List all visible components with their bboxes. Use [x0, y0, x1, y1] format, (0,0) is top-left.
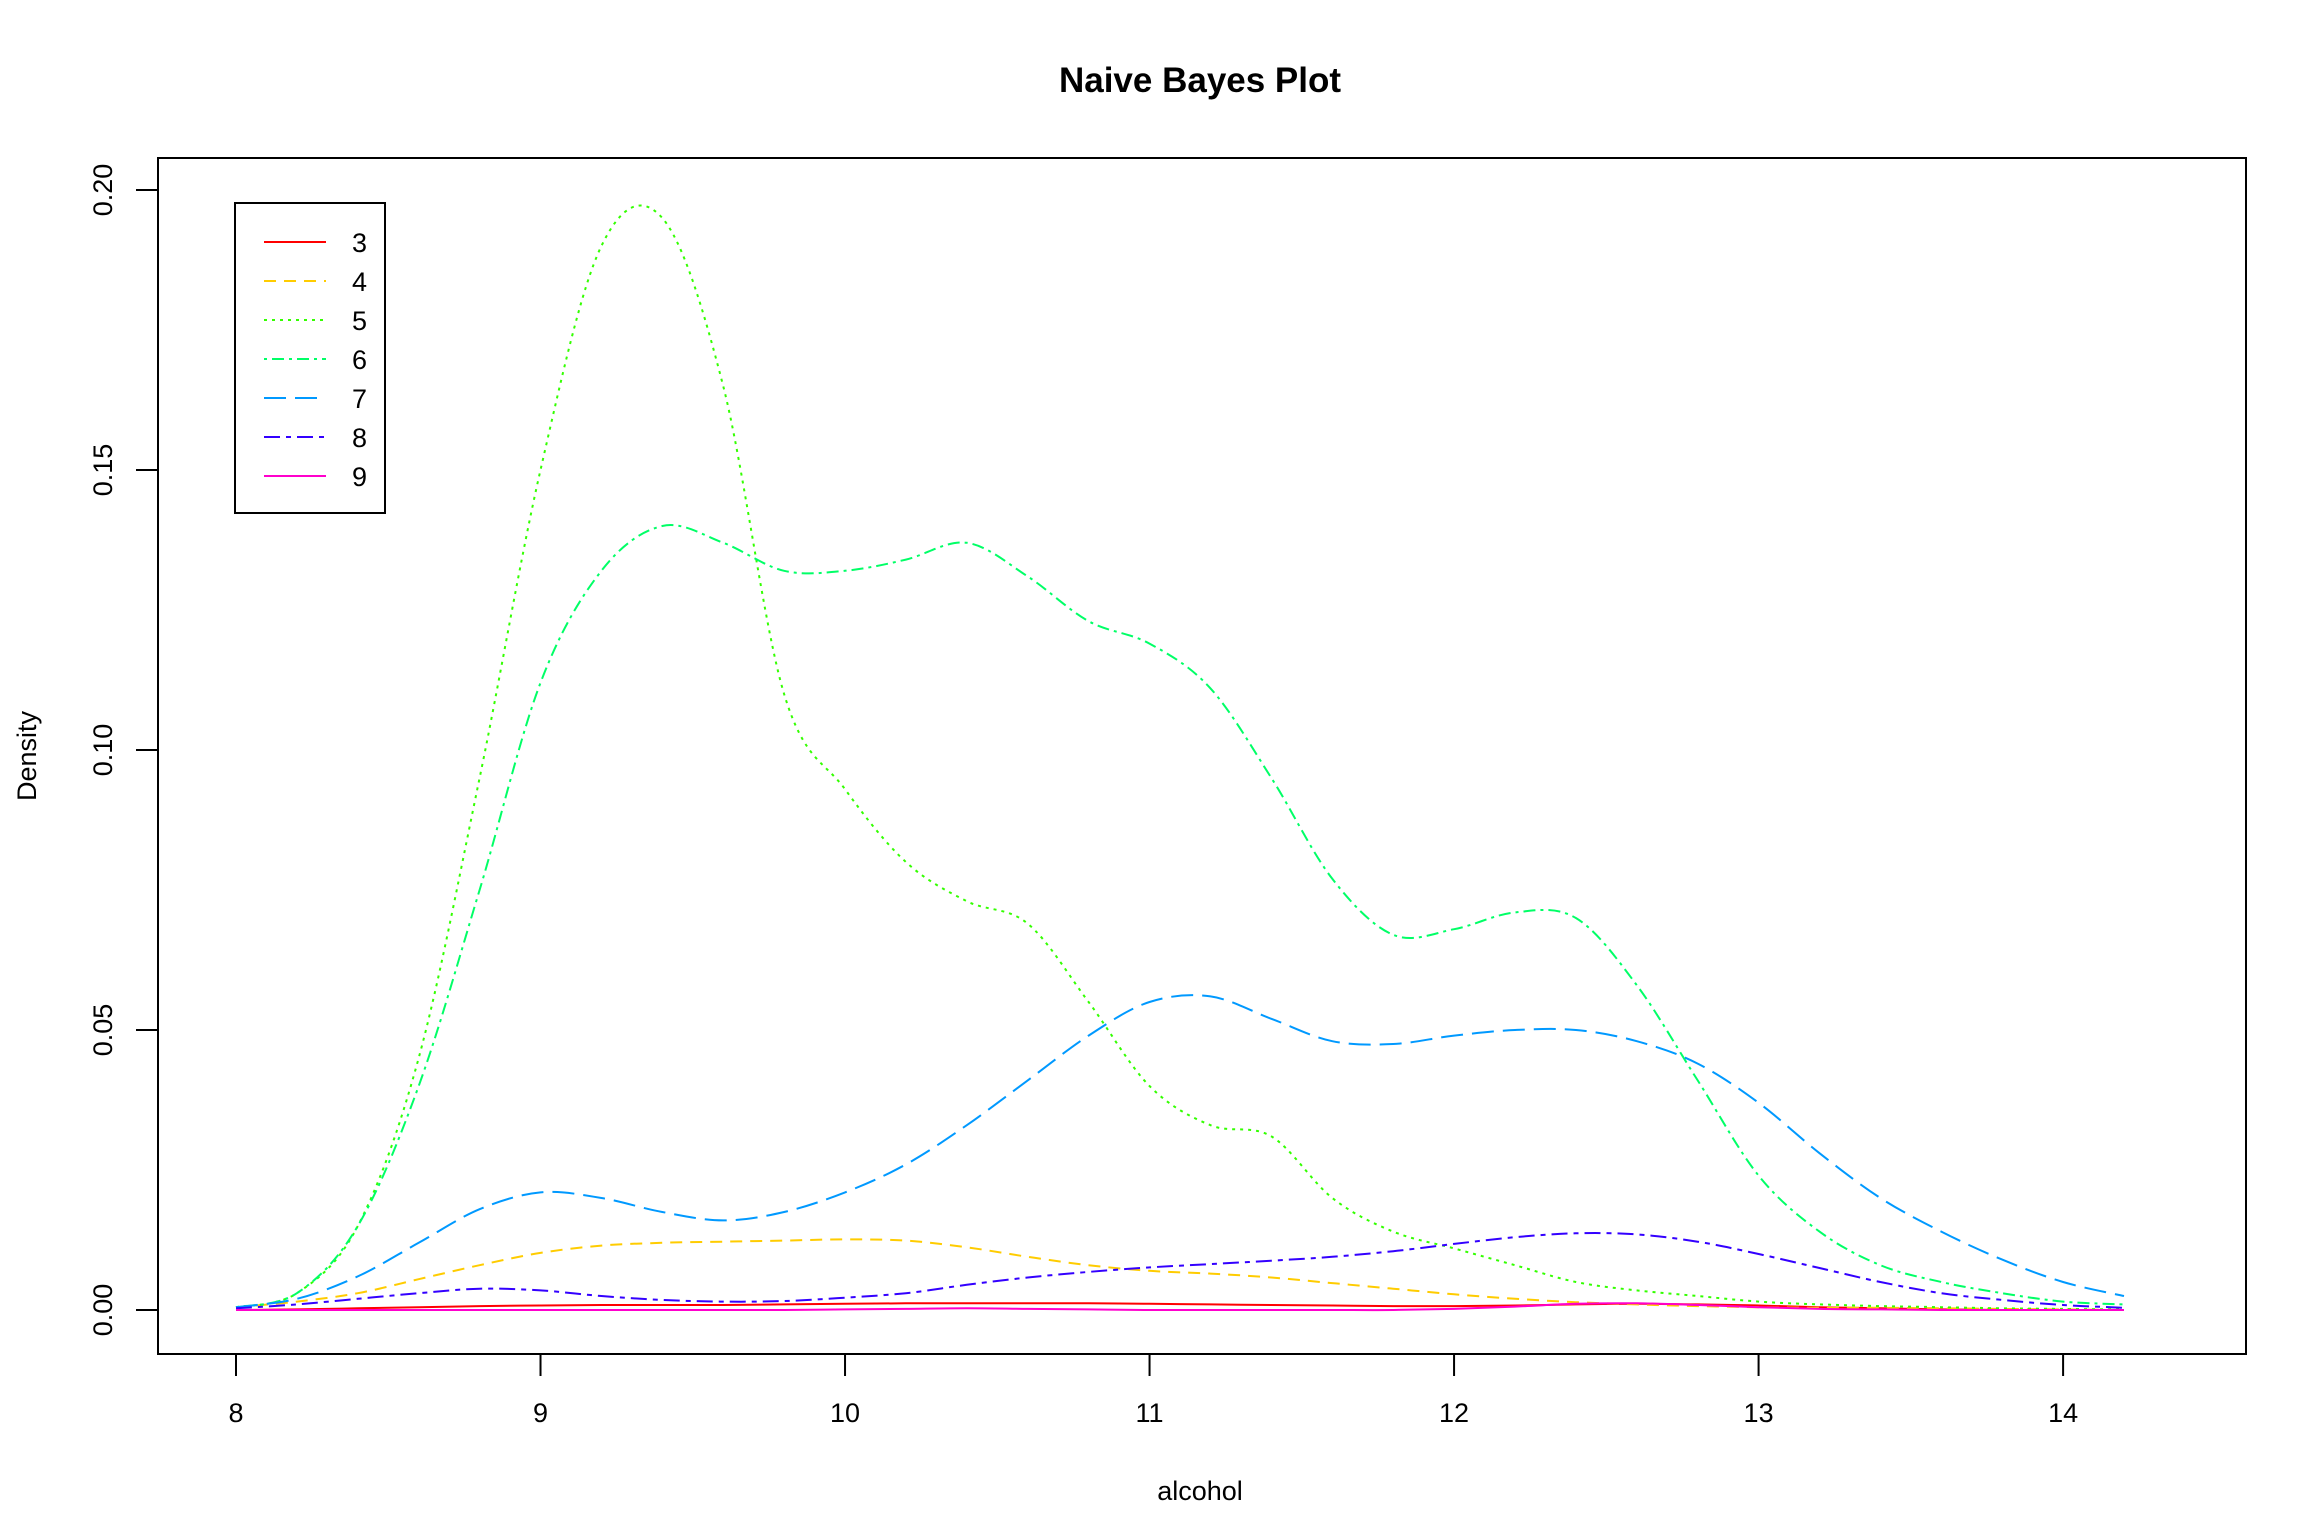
- legend-label-4: 4: [352, 267, 367, 297]
- legend-label-8: 8: [352, 423, 367, 453]
- y-axis-title: Density: [12, 710, 42, 801]
- series-line-4: [235, 1238, 2125, 1311]
- y-tick-label: 0.05: [88, 1004, 118, 1057]
- y-axis: 0.00 0.05 0.10 0.15 0.20: [88, 164, 159, 1337]
- series-line-8: [235, 1232, 2125, 1310]
- series-line-9: [236, 1302, 2124, 1312]
- series-line-6: [235, 524, 2125, 1309]
- x-tick-label: 14: [2048, 1398, 2078, 1428]
- x-tick-label: 13: [1744, 1398, 1774, 1428]
- legend-label-5: 5: [352, 306, 367, 336]
- series-line-5: [235, 204, 2125, 1311]
- x-tick-label: 10: [830, 1398, 860, 1428]
- series-line-7: [235, 994, 2125, 1309]
- series-lines: [235, 204, 2125, 1312]
- legend-label-9: 9: [352, 462, 367, 492]
- legend-box: [234, 202, 386, 514]
- legend: 3 4 5 6 7 8 9: [234, 202, 386, 514]
- x-tick-label: 11: [1136, 1398, 1164, 1428]
- y-tick-label: 0.00: [88, 1284, 118, 1337]
- x-tick-label: 12: [1439, 1398, 1469, 1428]
- x-tick-label: 9: [533, 1398, 548, 1428]
- plot-frame: [157, 157, 2247, 1355]
- y-tick-label: 0.15: [88, 444, 118, 497]
- legend-label-7: 7: [352, 384, 367, 414]
- x-axis-title: alcohol: [1157, 1476, 1243, 1506]
- x-tick-label: 8: [228, 1398, 243, 1428]
- legend-label-3: 3: [352, 228, 367, 258]
- x-axis: 8 9 10 11 12 13 14: [228, 1353, 2078, 1428]
- legend-label-6: 6: [352, 345, 367, 375]
- y-tick-label: 0.20: [88, 164, 118, 217]
- y-tick-label: 0.10: [88, 724, 118, 777]
- chart-title: Naive Bayes Plot: [1059, 61, 1341, 100]
